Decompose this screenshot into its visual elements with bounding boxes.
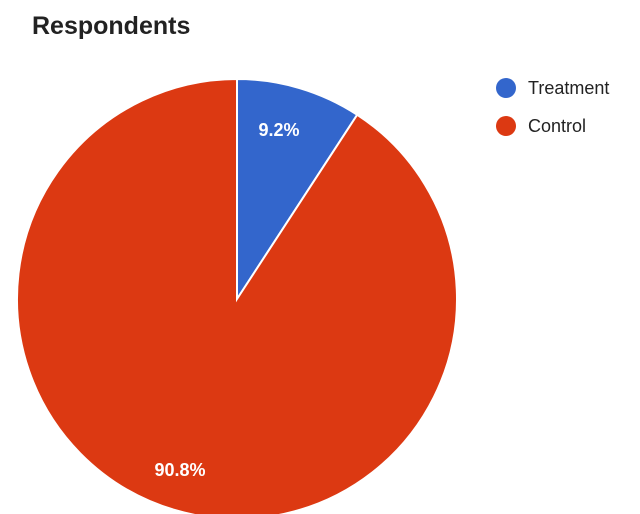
pie-slice-label-treatment: 9.2% (258, 120, 299, 140)
pie-slice-labels: 9.2% 90.8% (154, 120, 299, 480)
pie-slice-control[interactable] (16, 77, 458, 514)
legend-label-control: Control (528, 115, 587, 136)
legend-swatch-control (496, 116, 516, 136)
pie-slice-label-control: 90.8% (154, 460, 205, 480)
legend-item-control[interactable]: Control (496, 114, 609, 138)
legend-swatch-treatment (496, 78, 516, 98)
legend: Treatment Control (496, 76, 609, 152)
legend-label-treatment: Treatment (528, 77, 610, 98)
chart-title: Respondents (32, 12, 191, 40)
legend-item-treatment[interactable]: Treatment (496, 76, 609, 100)
pie-slice-treatment[interactable] (236, 77, 359, 303)
pie-slices (16, 77, 458, 514)
pie-chart: 9.2% 90.8% (16, 77, 458, 514)
